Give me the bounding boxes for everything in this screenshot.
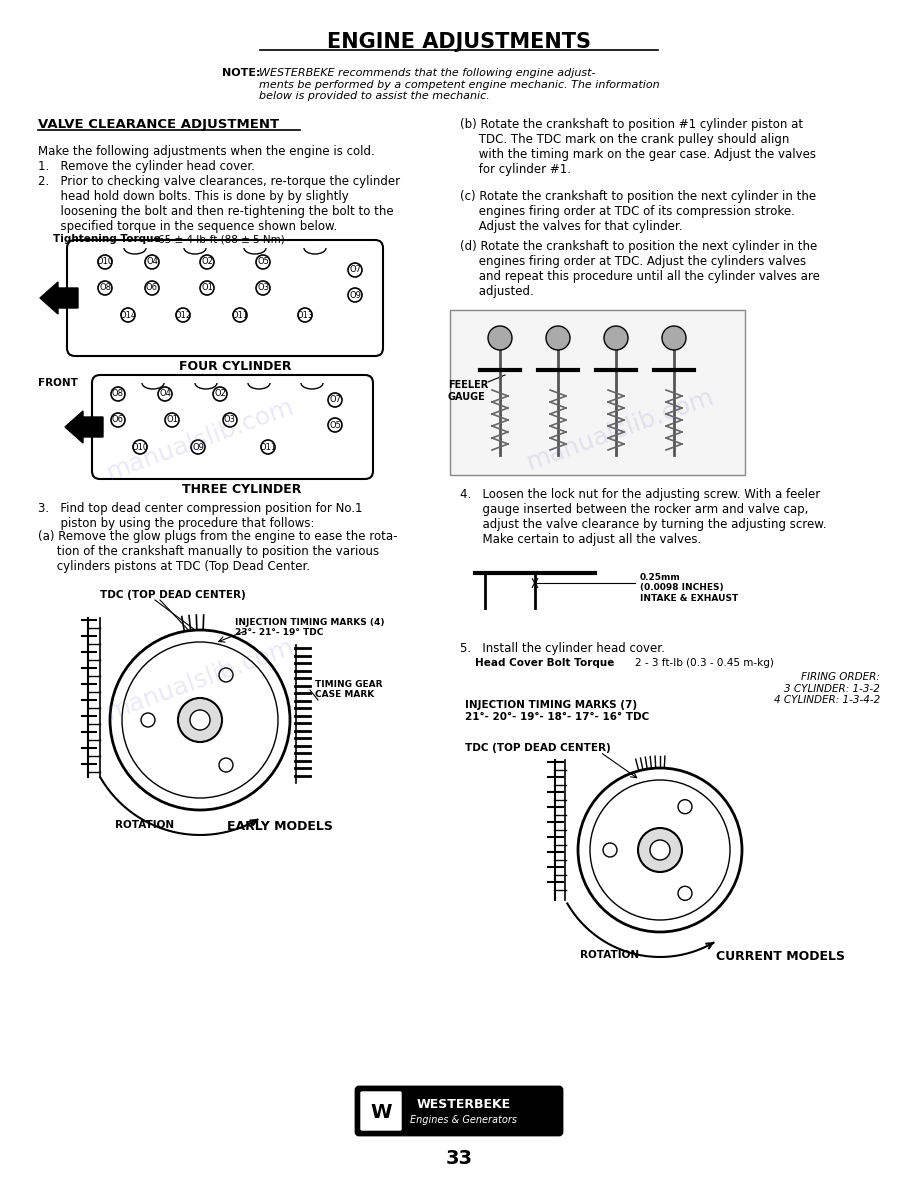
Text: 3.   Find top dead center compression position for No.1
      piston by using th: 3. Find top dead center compression posi… bbox=[38, 503, 363, 530]
Text: O13: O13 bbox=[297, 310, 314, 320]
Text: Tightening Torque: Tightening Torque bbox=[53, 234, 161, 244]
Circle shape bbox=[328, 393, 342, 407]
Text: O10: O10 bbox=[96, 258, 114, 266]
FancyBboxPatch shape bbox=[67, 240, 383, 356]
Text: O1: O1 bbox=[166, 416, 178, 424]
Text: WESTERBEKE recommends that the following engine adjust-
  ments be performed by : WESTERBEKE recommends that the following… bbox=[252, 68, 660, 101]
Circle shape bbox=[261, 440, 275, 454]
Circle shape bbox=[223, 413, 237, 426]
Text: TDC (TOP DEAD CENTER): TDC (TOP DEAD CENTER) bbox=[465, 742, 610, 753]
Circle shape bbox=[348, 263, 362, 277]
Text: O4: O4 bbox=[159, 390, 171, 398]
Text: O9: O9 bbox=[192, 442, 204, 451]
Text: O11: O11 bbox=[231, 310, 249, 320]
Text: ENGINE ADJUSTMENTS: ENGINE ADJUSTMENTS bbox=[327, 32, 591, 52]
Text: O6: O6 bbox=[146, 284, 158, 292]
Text: (c) Rotate the crankshaft to position the next cylinder in the
     engines firi: (c) Rotate the crankshaft to position th… bbox=[460, 190, 816, 233]
Circle shape bbox=[111, 387, 125, 402]
FancyBboxPatch shape bbox=[450, 310, 745, 475]
Circle shape bbox=[111, 413, 125, 426]
Text: ROTATION: ROTATION bbox=[116, 820, 174, 830]
Circle shape bbox=[233, 308, 247, 322]
Circle shape bbox=[604, 326, 628, 350]
Circle shape bbox=[650, 840, 670, 860]
Text: INJECTION TIMING MARKS (7)
21°- 20°- 19°- 18°- 17°- 16° TDC: INJECTION TIMING MARKS (7) 21°- 20°- 19°… bbox=[465, 700, 649, 721]
FancyArrow shape bbox=[65, 411, 103, 443]
Circle shape bbox=[488, 326, 512, 350]
Circle shape bbox=[178, 699, 222, 742]
Circle shape bbox=[121, 308, 135, 322]
Text: 65 ± 4 lb-ft (88 ± 5 Nm): 65 ± 4 lb-ft (88 ± 5 Nm) bbox=[158, 234, 285, 244]
Text: O8: O8 bbox=[112, 390, 124, 398]
Circle shape bbox=[145, 282, 159, 295]
Circle shape bbox=[141, 713, 155, 727]
Text: O5: O5 bbox=[329, 421, 341, 430]
Circle shape bbox=[98, 282, 112, 295]
Text: INJECTION TIMING MARKS (4)
23°- 21°- 19° TDC: INJECTION TIMING MARKS (4) 23°- 21°- 19°… bbox=[235, 618, 385, 638]
Text: 33: 33 bbox=[445, 1149, 473, 1168]
FancyBboxPatch shape bbox=[356, 1087, 562, 1135]
Text: THREE CYLINDER: THREE CYLINDER bbox=[183, 484, 302, 497]
Text: FIRING ORDER:
3 CYLINDER: 1-3-2
4 CYLINDER: 1-3-4-2: FIRING ORDER: 3 CYLINDER: 1-3-2 4 CYLIND… bbox=[774, 672, 880, 706]
Text: O6: O6 bbox=[112, 416, 124, 424]
Circle shape bbox=[578, 767, 742, 933]
Text: O1: O1 bbox=[201, 284, 213, 292]
Text: O9: O9 bbox=[349, 291, 361, 299]
Circle shape bbox=[110, 630, 290, 810]
Circle shape bbox=[219, 758, 233, 772]
Text: CURRENT MODELS: CURRENT MODELS bbox=[715, 950, 845, 963]
Circle shape bbox=[200, 282, 214, 295]
Text: (b) Rotate the crankshaft to position #1 cylinder piston at
     TDC. The TDC ma: (b) Rotate the crankshaft to position #1… bbox=[460, 118, 816, 176]
Circle shape bbox=[176, 308, 190, 322]
Text: 4.   Loosen the lock nut for the adjusting screw. With a feeler
      gauge inse: 4. Loosen the lock nut for the adjusting… bbox=[460, 488, 826, 546]
Text: FEELER
GAUGE: FEELER GAUGE bbox=[448, 380, 488, 402]
Text: VALVE CLEARANCE ADJUSTMENT: VALVE CLEARANCE ADJUSTMENT bbox=[38, 118, 279, 131]
Text: O4: O4 bbox=[146, 258, 158, 266]
Circle shape bbox=[638, 828, 682, 872]
Text: O12: O12 bbox=[174, 310, 192, 320]
Circle shape bbox=[98, 255, 112, 268]
Circle shape bbox=[191, 440, 205, 454]
Circle shape bbox=[213, 387, 227, 402]
Circle shape bbox=[219, 668, 233, 682]
Text: 5.   Install the cylinder head cover.: 5. Install the cylinder head cover. bbox=[460, 642, 665, 655]
Circle shape bbox=[348, 287, 362, 302]
FancyArrow shape bbox=[40, 282, 78, 314]
Text: 2.   Prior to checking valve clearances, re-torque the cylinder
      head hold : 2. Prior to checking valve clearances, r… bbox=[38, 175, 400, 233]
Text: TIMING GEAR
CASE MARK: TIMING GEAR CASE MARK bbox=[315, 680, 383, 700]
Circle shape bbox=[122, 642, 278, 798]
Circle shape bbox=[298, 308, 312, 322]
Text: FOUR CYLINDER: FOUR CYLINDER bbox=[179, 360, 291, 373]
Text: manualslib.com: manualslib.com bbox=[103, 394, 297, 485]
Circle shape bbox=[662, 326, 686, 350]
Circle shape bbox=[256, 255, 270, 268]
Text: O14: O14 bbox=[119, 310, 137, 320]
Text: O5: O5 bbox=[257, 258, 269, 266]
Text: manualslib.com: manualslib.com bbox=[523, 385, 717, 475]
Circle shape bbox=[145, 255, 159, 268]
Circle shape bbox=[546, 326, 570, 350]
Text: O11: O11 bbox=[260, 442, 276, 451]
Text: FRONT: FRONT bbox=[38, 378, 78, 388]
Text: O8: O8 bbox=[99, 284, 111, 292]
Text: Make the following adjustments when the engine is cold.: Make the following adjustments when the … bbox=[38, 145, 375, 158]
Circle shape bbox=[200, 255, 214, 268]
Text: (a) Remove the glow plugs from the engine to ease the rota-
     tion of the cra: (a) Remove the glow plugs from the engin… bbox=[38, 530, 397, 573]
Circle shape bbox=[603, 843, 617, 857]
Text: O2: O2 bbox=[214, 390, 226, 398]
Text: 1.   Remove the cylinder head cover.: 1. Remove the cylinder head cover. bbox=[38, 160, 255, 173]
Text: WESTERBEKE: WESTERBEKE bbox=[417, 1098, 511, 1111]
Circle shape bbox=[133, 440, 147, 454]
Text: Engines & Generators: Engines & Generators bbox=[410, 1116, 518, 1125]
Text: manualslib.com: manualslib.com bbox=[103, 634, 297, 725]
Circle shape bbox=[678, 800, 692, 814]
Text: 2 - 3 ft-lb (0.3 - 0.45 m-kg): 2 - 3 ft-lb (0.3 - 0.45 m-kg) bbox=[635, 658, 774, 668]
Circle shape bbox=[165, 413, 179, 426]
Text: Head Cover Bolt Torque: Head Cover Bolt Torque bbox=[475, 658, 614, 668]
Circle shape bbox=[590, 781, 730, 920]
Circle shape bbox=[678, 886, 692, 901]
Text: O10: O10 bbox=[131, 442, 149, 451]
Text: O3: O3 bbox=[257, 284, 269, 292]
Text: O2: O2 bbox=[201, 258, 213, 266]
Text: NOTE:: NOTE: bbox=[222, 68, 261, 78]
